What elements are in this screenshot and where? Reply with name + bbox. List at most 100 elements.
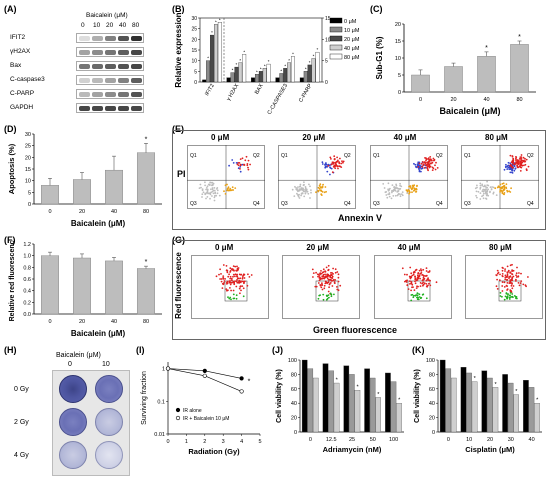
bar <box>369 377 376 433</box>
flow-event <box>222 264 225 266</box>
flow-event <box>211 181 214 184</box>
flow-event <box>524 157 526 160</box>
flow-event <box>482 188 485 191</box>
legend-swatch <box>329 17 343 24</box>
flow-event <box>418 272 421 275</box>
x-tick-label: 5 <box>258 439 261 445</box>
bar <box>202 79 207 83</box>
flow-event <box>213 199 216 202</box>
significance-mark: * <box>260 66 262 71</box>
quadrant-label: Q1 <box>190 153 197 159</box>
flow-event <box>236 277 239 280</box>
flow-event <box>247 166 249 169</box>
flow-event <box>501 269 504 272</box>
flow-event <box>506 282 509 284</box>
x-tick-label: 12.5 <box>326 437 337 443</box>
flow-event <box>321 282 324 285</box>
flow-event <box>322 298 325 301</box>
flow-event <box>409 275 412 278</box>
legend-label: IR + Baicalein 10 μM <box>183 416 229 422</box>
flow-event <box>238 162 241 164</box>
flow-event <box>299 183 302 186</box>
flow-event <box>513 295 516 297</box>
flow-event <box>420 269 422 272</box>
flow-event <box>508 282 511 284</box>
flow-event <box>419 282 422 284</box>
bar <box>349 374 355 433</box>
x-axis-label: Baicalein (μM) <box>439 106 500 116</box>
flow-event <box>236 279 238 281</box>
flow-event <box>408 266 411 269</box>
flow-event <box>232 289 235 292</box>
bar <box>534 403 540 433</box>
quadrant-label: Q3 <box>190 201 197 207</box>
flow-event <box>405 273 408 276</box>
x-tick-label: IFIT2 <box>204 83 216 97</box>
y-axis-label: Relative red fluorescence <box>9 240 16 321</box>
bar <box>287 62 292 83</box>
significance-mark: * <box>264 63 266 68</box>
flow-event <box>507 271 510 273</box>
flow-event <box>504 268 506 270</box>
bar <box>104 260 123 315</box>
bar <box>301 359 308 433</box>
flow-event <box>387 188 390 191</box>
bar <box>460 367 467 433</box>
y-axis-label: Sub-G1 (%) <box>375 36 384 79</box>
bar <box>445 368 452 433</box>
flow-event <box>486 180 488 183</box>
western-protein-label: C-caspase3 <box>10 76 45 83</box>
bar <box>375 397 381 433</box>
flow-event <box>501 295 503 298</box>
flow-event <box>383 187 386 189</box>
flow-event <box>492 186 495 189</box>
flow-event <box>416 161 419 164</box>
flow-event <box>296 189 299 192</box>
significance-mark: * <box>485 45 488 52</box>
flow-event <box>332 267 335 270</box>
flow-event <box>509 154 512 157</box>
flow-event <box>327 269 330 272</box>
flow-event <box>519 160 522 163</box>
flow-event <box>510 284 513 287</box>
y-tick-label: 40 <box>291 401 297 407</box>
flow-event <box>522 283 525 286</box>
flow-event <box>496 269 499 272</box>
flow-event <box>206 196 209 198</box>
flow-event <box>332 275 334 278</box>
panel-label-f: (F) <box>4 235 16 245</box>
western-row: C-caspase3 <box>4 74 148 86</box>
y-tick-label: 40 <box>429 401 435 407</box>
flow-event <box>416 298 419 301</box>
flow-event <box>340 162 343 165</box>
bar <box>364 368 370 433</box>
flow-event <box>336 165 339 168</box>
y-axis-label: Cell viability (%) <box>276 369 283 423</box>
x-tick-label: 80 <box>516 97 522 103</box>
flow-event <box>515 297 517 300</box>
flow-e-xlabel: Annexin V <box>338 213 383 223</box>
flow-event <box>410 282 412 284</box>
western-band <box>92 64 103 69</box>
flow-event <box>228 297 231 300</box>
flow-event <box>417 277 419 280</box>
y-tick-label: 5 <box>398 73 401 79</box>
flow-event <box>336 288 339 291</box>
flow-event <box>306 191 309 193</box>
flow-event <box>294 185 297 188</box>
y-tick-label: 60 <box>291 387 297 393</box>
flow-event <box>226 188 229 191</box>
significance-mark: * <box>219 17 221 22</box>
flow-event <box>225 288 228 290</box>
flow-event <box>297 186 300 188</box>
flow-event <box>429 284 431 287</box>
flow-event <box>317 275 320 278</box>
flow-event <box>222 283 225 286</box>
flow-event <box>238 279 241 282</box>
flow-event <box>224 184 227 187</box>
flow-event <box>323 287 326 290</box>
y-tick-label: 0.2 <box>23 300 31 306</box>
flow-event <box>246 163 249 165</box>
flow-event <box>306 188 309 191</box>
bar <box>234 66 239 83</box>
